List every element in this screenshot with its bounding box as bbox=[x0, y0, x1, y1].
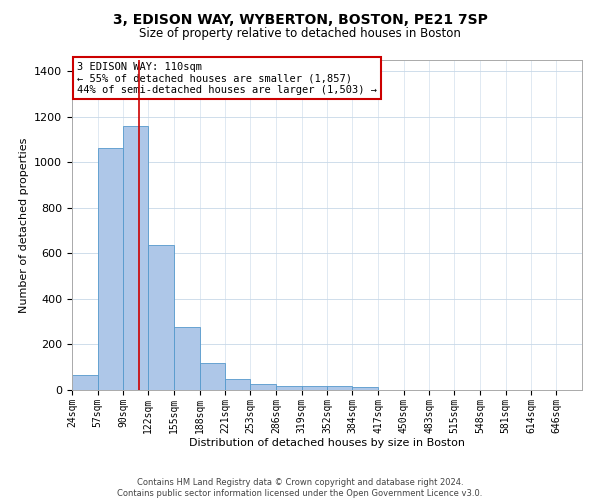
Bar bbox=[148, 246, 174, 390]
Text: Size of property relative to detached houses in Boston: Size of property relative to detached ho… bbox=[139, 28, 461, 40]
Bar bbox=[72, 375, 98, 390]
Bar bbox=[174, 328, 200, 390]
Bar bbox=[328, 386, 352, 390]
Text: 3, EDISON WAY, WYBERTON, BOSTON, PE21 7SP: 3, EDISON WAY, WYBERTON, BOSTON, PE21 7S… bbox=[113, 12, 487, 26]
Bar bbox=[276, 386, 302, 390]
Bar bbox=[302, 386, 328, 390]
Bar bbox=[352, 388, 378, 390]
Text: Contains HM Land Registry data © Crown copyright and database right 2024.
Contai: Contains HM Land Registry data © Crown c… bbox=[118, 478, 482, 498]
Bar bbox=[226, 378, 250, 390]
X-axis label: Distribution of detached houses by size in Boston: Distribution of detached houses by size … bbox=[189, 438, 465, 448]
Bar bbox=[124, 126, 148, 390]
Text: 3 EDISON WAY: 110sqm
← 55% of detached houses are smaller (1,857)
44% of semi-de: 3 EDISON WAY: 110sqm ← 55% of detached h… bbox=[77, 62, 377, 95]
Bar bbox=[200, 362, 226, 390]
Bar bbox=[250, 384, 276, 390]
Y-axis label: Number of detached properties: Number of detached properties bbox=[19, 138, 29, 312]
Bar bbox=[98, 148, 124, 390]
